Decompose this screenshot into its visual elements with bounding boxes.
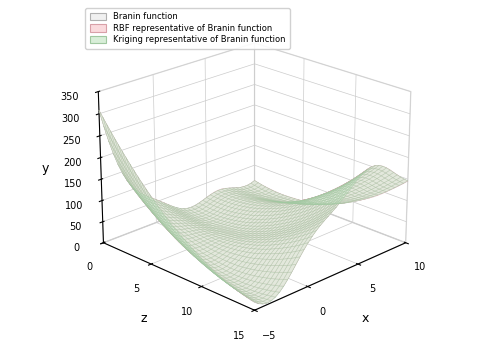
Y-axis label: z: z (140, 312, 147, 325)
X-axis label: x: x (362, 312, 369, 325)
Legend: Branin function, RBF representative of Branin function, Kriging representative o: Branin function, RBF representative of B… (86, 8, 290, 49)
